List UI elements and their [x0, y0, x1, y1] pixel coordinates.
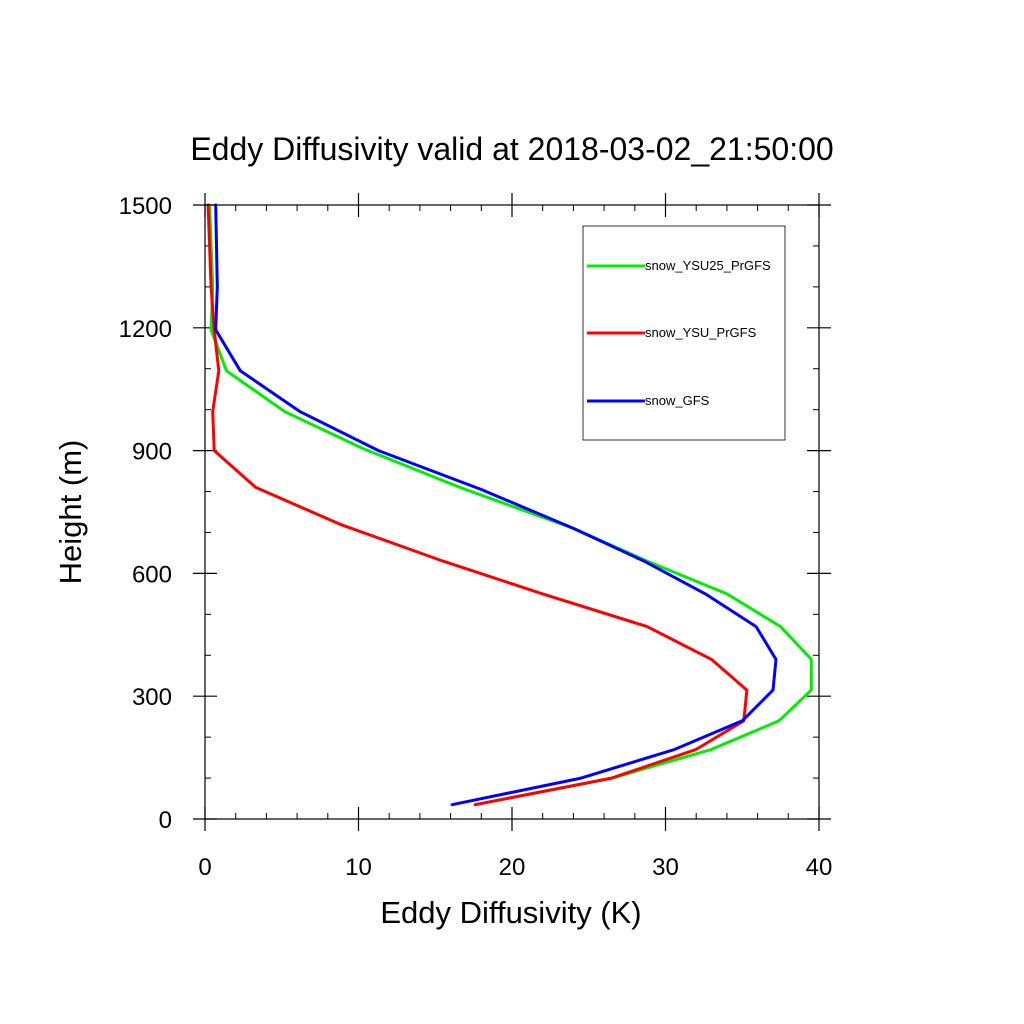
y-tick-label: 300	[132, 684, 172, 711]
y-axis-label: Height (m)	[53, 440, 88, 585]
legend-label: snow_YSU25_PrGFS	[645, 258, 771, 273]
x-tick-label: 20	[499, 854, 526, 881]
plot-frame	[204, 204, 820, 820]
chart-title: Eddy Diffusivity valid at 2018-03-02_21:…	[190, 131, 833, 167]
series-line-snow_GFS	[214, 203, 778, 807]
y-tick-label: 600	[132, 561, 172, 588]
legend-label: snow_GFS	[645, 393, 710, 408]
x-tick-label: 10	[345, 854, 372, 881]
series-line-snow_YSU_PrGFS	[206, 203, 749, 807]
x-tick-label: 30	[652, 854, 679, 881]
x-tick-labels: 0 10 20 30 40	[198, 854, 832, 881]
y-tick-labels: 0 300 600 900 1200 1500	[119, 193, 172, 834]
legend-label: snow_YSU_PrGFS	[645, 325, 757, 340]
x-tick-label: 0	[198, 854, 211, 881]
series-lines	[206, 203, 813, 807]
minor-ticks	[205, 205, 819, 819]
x-axis-label: Eddy Diffusivity (K)	[380, 895, 641, 930]
y-tick-label: 1500	[119, 193, 172, 220]
y-tick-label: 900	[132, 439, 172, 466]
y-tick-label: 1200	[119, 316, 172, 343]
x-tick-label: 40	[806, 854, 833, 881]
legend: snow_YSU25_PrGFS snow_YSU_PrGFS snow_GFS	[582, 225, 786, 441]
y-tick-label: 0	[159, 807, 172, 834]
